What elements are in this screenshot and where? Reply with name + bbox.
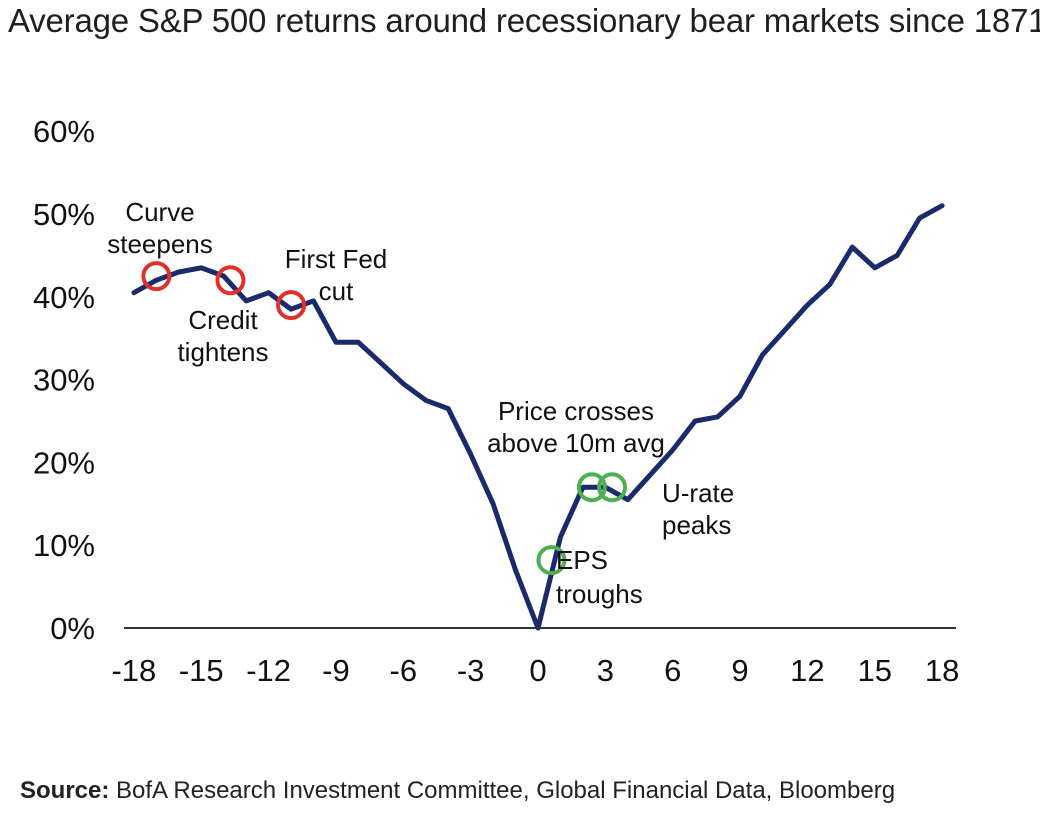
annotation-label: Credit tightens — [177, 305, 268, 367]
x-tick-label: -9 — [322, 653, 350, 688]
annotation-label: EPS troughs — [556, 545, 643, 609]
annotation-label-line: Curve — [125, 197, 194, 227]
annotation-label-line: cut — [319, 276, 354, 306]
x-tick-label: -6 — [390, 653, 418, 688]
annotation-label-line: steepens — [107, 229, 213, 259]
annotation-label-line: U-rate — [662, 478, 734, 508]
annotation-label-line: First Fed — [285, 244, 388, 274]
x-tick-label: 9 — [731, 653, 748, 688]
x-axis: -18 -15 -12 -9 -6 -3 0 3 6 9 12 15 18 — [111, 653, 959, 688]
y-tick-label: 30% — [33, 363, 95, 398]
annotation-label-line: Credit — [188, 305, 258, 335]
x-tick-label: 3 — [597, 653, 614, 688]
x-tick-label: 0 — [529, 653, 546, 688]
x-tick-label: -18 — [111, 653, 156, 688]
y-tick-label: 20% — [33, 445, 95, 480]
annotation-labels: Curve steepens Credit tightens First Fed cut E… — [107, 197, 734, 609]
x-tick-label: 6 — [664, 653, 681, 688]
y-tick-label: 60% — [33, 114, 95, 149]
y-axis: 0% 10% 20% 30% 40% 50% 60% — [33, 114, 95, 646]
x-tick-label: -3 — [457, 653, 485, 688]
annotation-label-line: Price crosses — [498, 396, 654, 426]
source-note: Source: BofA Research Investment Committ… — [20, 777, 895, 805]
annotation-label-line: tightens — [177, 337, 268, 367]
annotation-marker — [141, 261, 172, 292]
x-tick-label: -12 — [246, 653, 291, 688]
y-tick-label: 50% — [33, 197, 95, 232]
source-text: BofA Research Investment Committee, Glob… — [116, 777, 896, 804]
annotation-marker — [276, 290, 307, 321]
chart-title: Average S&P 500 returns around recession… — [8, 2, 1040, 39]
annotation-label-line: above 10m avg — [487, 428, 665, 458]
x-tick-label: 12 — [790, 653, 824, 688]
y-tick-label: 10% — [33, 528, 95, 563]
x-tick-label: -15 — [179, 653, 224, 688]
line-chart: 0% 10% 20% 30% 40% 50% 60% -18 -15 -12 -9 -6 -3 0 3 6 9… — [33, 114, 959, 688]
y-tick-label: 0% — [50, 611, 95, 646]
annotation-marker — [597, 472, 628, 503]
series-line-sp500-return — [131, 203, 945, 631]
annotation-marker — [536, 545, 567, 576]
annotation-marker — [576, 472, 607, 503]
annotation-label-line: peaks — [662, 510, 731, 540]
annotation-markers — [141, 261, 628, 576]
x-tick-label: 18 — [925, 653, 959, 688]
annotation-label: Price crosses above 10m avg — [487, 396, 665, 458]
annotation-label: Curve steepens — [107, 197, 213, 259]
source-label: Source: — [20, 777, 110, 804]
annotation-label-line: EPS — [556, 545, 608, 575]
annotation-label: U-rate peaks — [662, 478, 734, 540]
annotation-label-line: troughs — [556, 579, 643, 609]
annotation-marker — [215, 265, 246, 296]
x-tick-label: 15 — [858, 653, 892, 688]
y-tick-label: 40% — [33, 280, 95, 315]
annotation-label: First Fed cut — [285, 244, 388, 306]
